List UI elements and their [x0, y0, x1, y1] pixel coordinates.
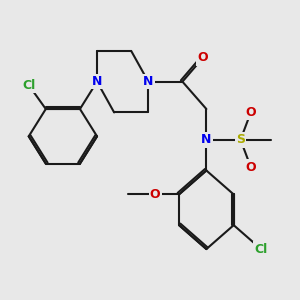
Text: N: N — [92, 75, 102, 88]
Text: N: N — [143, 75, 154, 88]
Text: S: S — [236, 133, 245, 146]
Text: Cl: Cl — [22, 79, 35, 92]
Text: Cl: Cl — [254, 243, 268, 256]
Text: N: N — [201, 133, 212, 146]
Text: O: O — [150, 188, 160, 201]
Text: O: O — [245, 106, 256, 119]
Text: O: O — [245, 160, 256, 174]
Text: O: O — [198, 51, 208, 64]
